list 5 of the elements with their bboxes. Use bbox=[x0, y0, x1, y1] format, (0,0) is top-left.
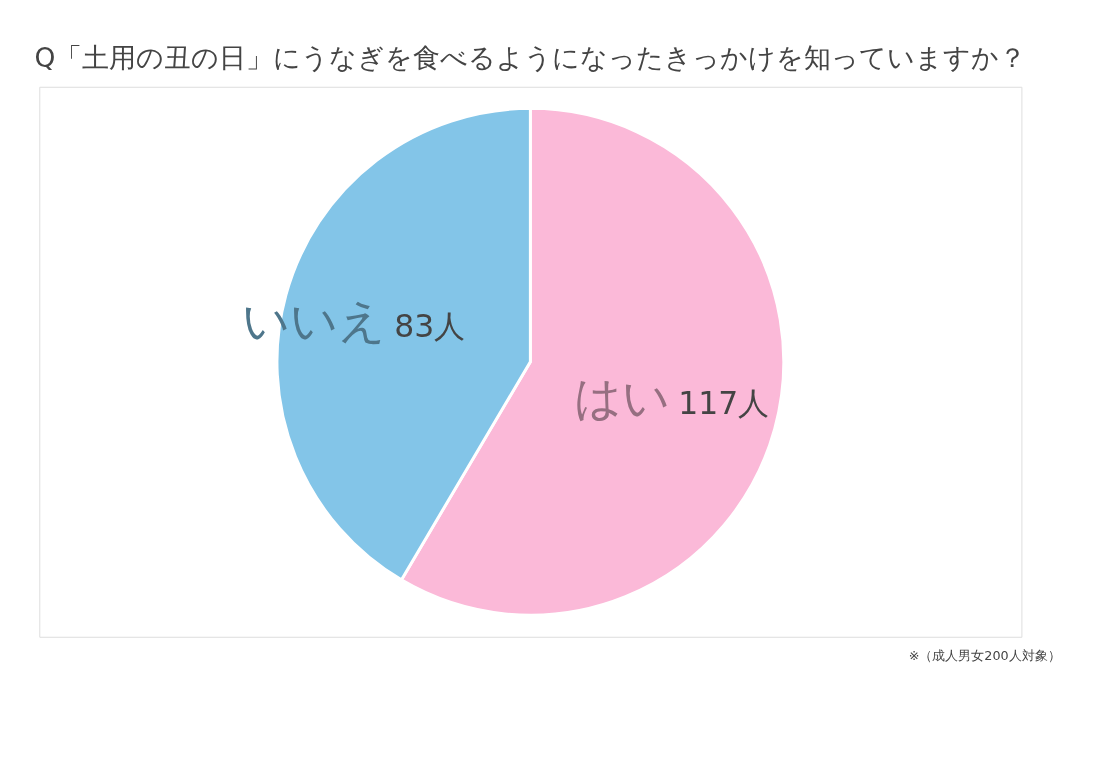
data-label: 117人 bbox=[678, 385, 770, 422]
slice-label: はい bbox=[574, 370, 671, 426]
data-label: 83人 bbox=[394, 307, 466, 344]
text: ※（成人男女200人対象） bbox=[908, 648, 1061, 664]
chart-title: Q「土用の丑の日」にうなぎを食べるようになったきっかけを知っていますか？ bbox=[34, 42, 1027, 74]
